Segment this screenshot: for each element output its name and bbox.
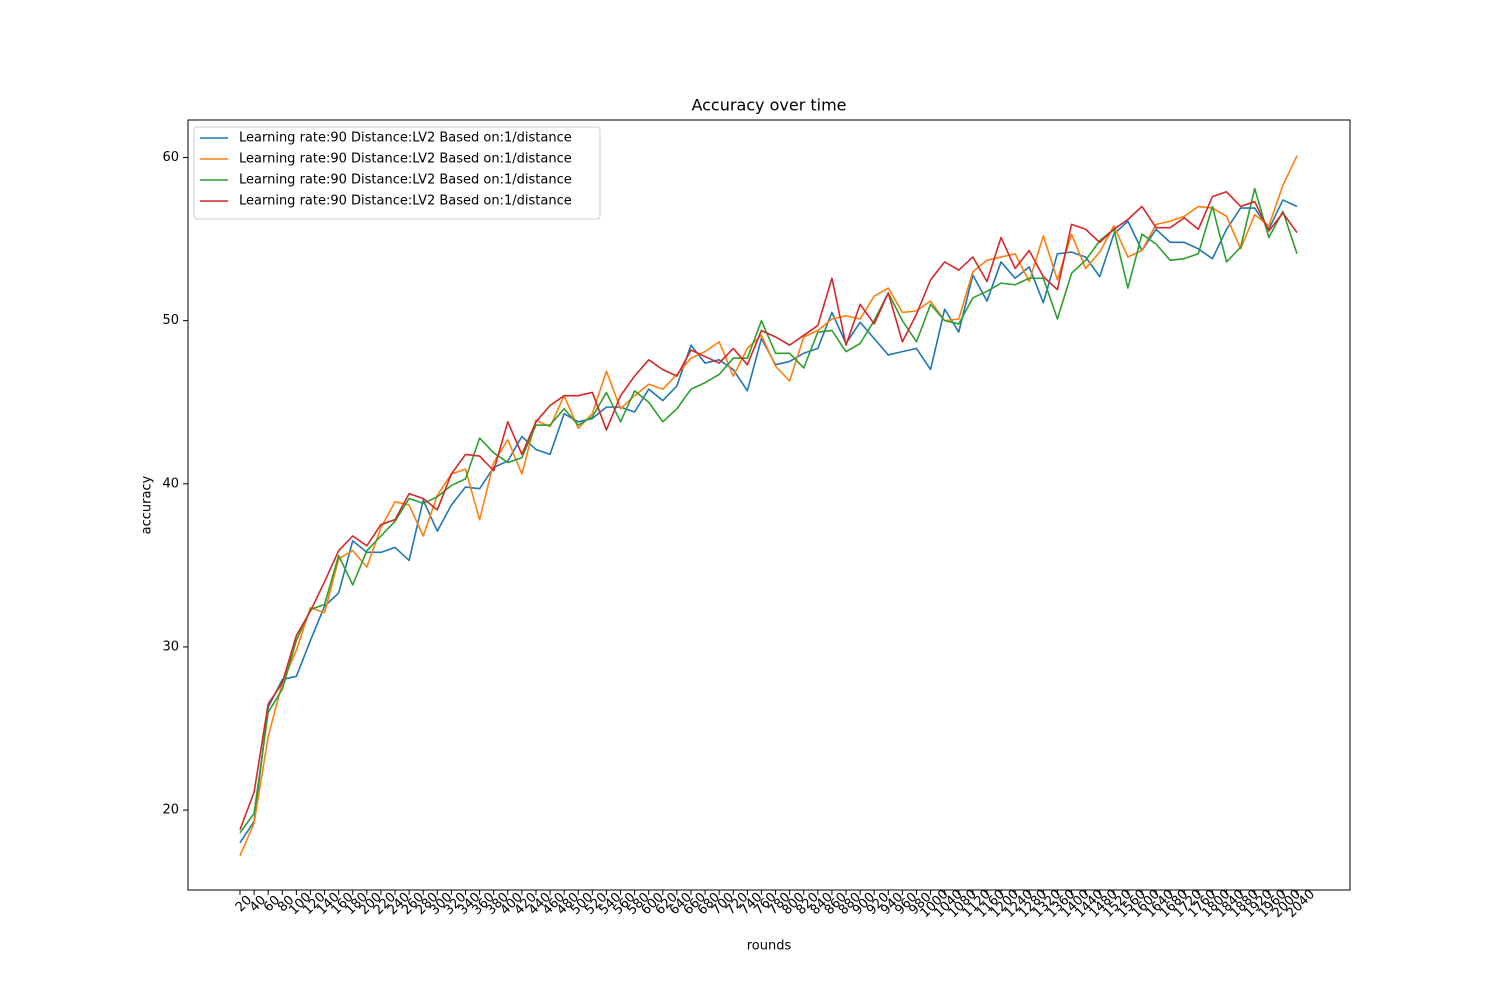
- series-line: [239, 199, 1298, 844]
- y-tick-label: 40: [162, 476, 179, 491]
- chart-title: Accuracy over time: [691, 96, 846, 115]
- legend-label: Learning rate:90 Distance:LV2 Based on:1…: [239, 173, 572, 188]
- x-axis-label: rounds: [747, 939, 792, 954]
- legend: Learning rate:90 Distance:LV2 Based on:1…: [193, 126, 601, 220]
- y-tick-label: 20: [162, 803, 179, 818]
- series-line: [239, 155, 1298, 857]
- legend-label: Learning rate:90 Distance:LV2 Based on:1…: [239, 194, 572, 209]
- y-tick-label: 30: [162, 639, 179, 654]
- y-tick-label: 50: [162, 313, 179, 328]
- legend-label: Learning rate:90 Distance:LV2 Based on:1…: [239, 152, 572, 167]
- legend-label: Learning rate:90 Distance:LV2 Based on:1…: [239, 131, 572, 146]
- plot-frame: [187, 119, 1351, 891]
- y-axis-label: accuracy: [140, 475, 155, 534]
- series-line: [239, 190, 1298, 830]
- series-line: [239, 187, 1298, 834]
- legend-box: [193, 126, 601, 220]
- y-tick-label: 60: [162, 150, 179, 165]
